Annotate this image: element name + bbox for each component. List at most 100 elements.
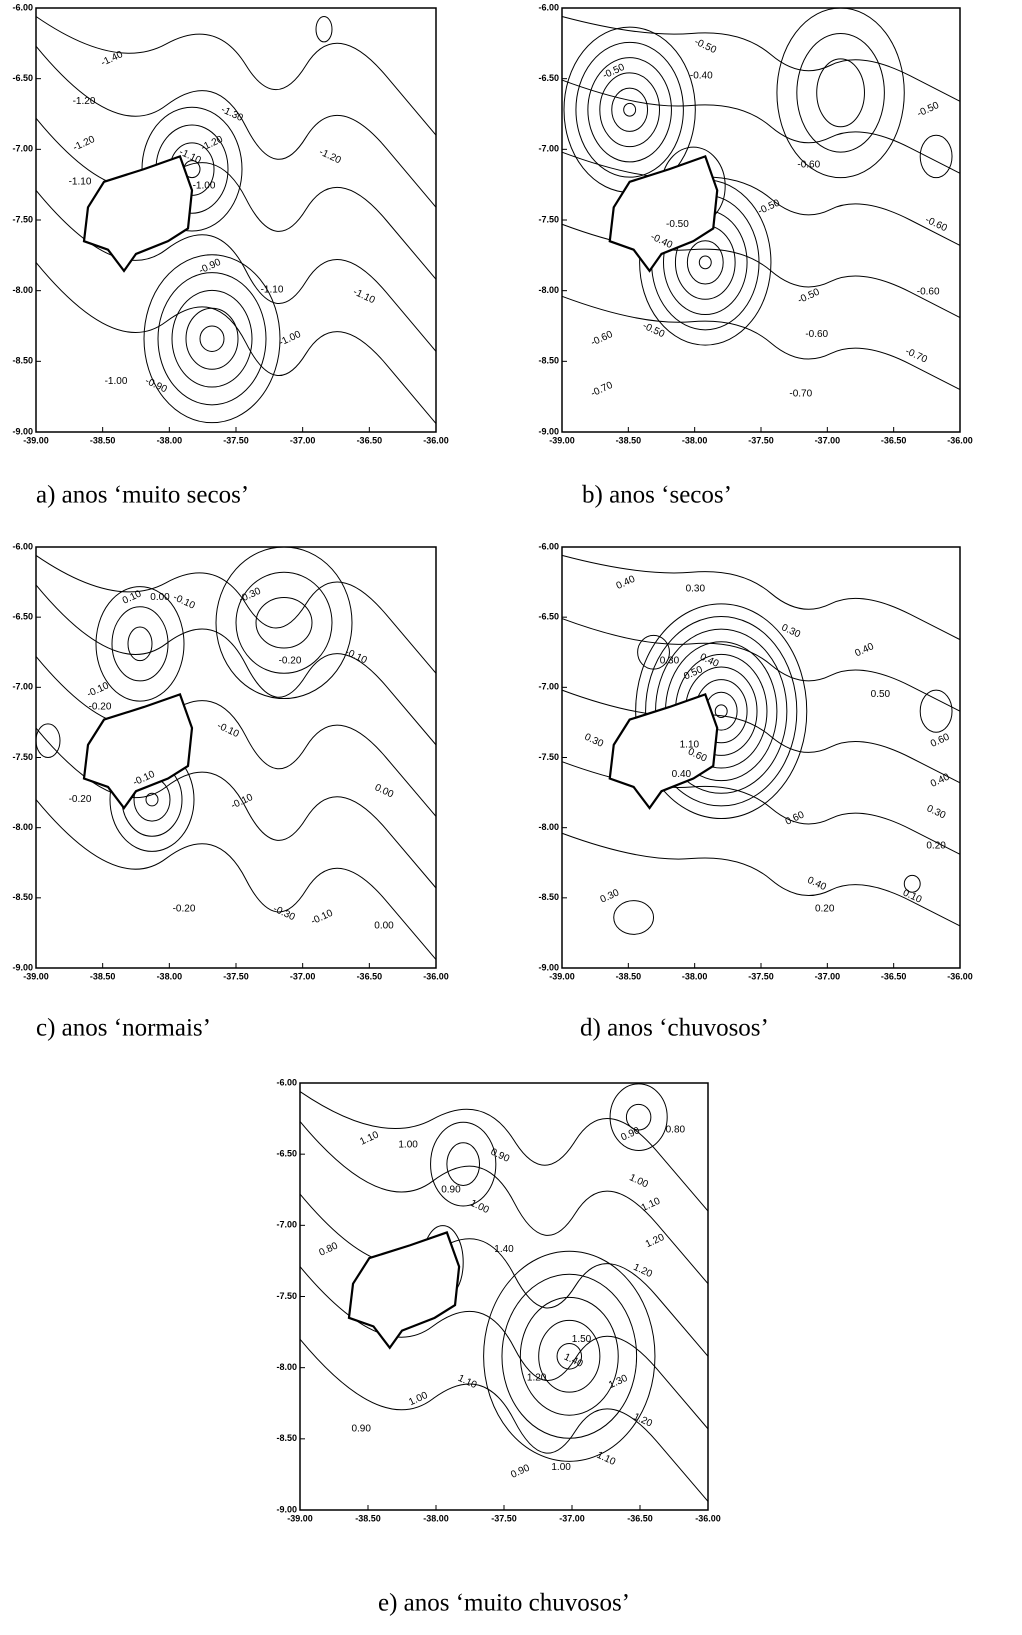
contour-line <box>35 584 437 746</box>
contour-label: -1.40 <box>99 49 125 69</box>
contour-label: -0.50 <box>641 321 667 341</box>
contour-line <box>35 45 437 208</box>
x-tick-label: -36.50 <box>881 435 907 445</box>
contour-label: 1.10 <box>680 740 700 751</box>
y-tick-label: -7.00 <box>538 682 559 692</box>
contour-label: 0.40 <box>672 769 692 780</box>
contour-label: 1.30 <box>607 1373 630 1391</box>
contour-label: -0.50 <box>796 286 822 306</box>
contour-line <box>538 1319 601 1393</box>
contour-line <box>235 571 333 674</box>
contour-line <box>35 16 437 136</box>
contour-line <box>185 307 239 370</box>
contour-label: 1.00 <box>398 1140 418 1151</box>
x-tick-label: -38.00 <box>157 435 183 445</box>
y-tick-label: -9.00 <box>538 426 559 436</box>
contour-line <box>561 832 961 927</box>
contour-label: 0.90 <box>441 1184 461 1195</box>
y-tick-label: -6.00 <box>12 541 33 551</box>
caption: e) anos ‘muito chuvosos’ <box>378 1590 630 1617</box>
contour-label: -1.10 <box>261 285 284 296</box>
region-outline <box>82 154 194 273</box>
contour-label: 0.30 <box>780 622 803 640</box>
x-tick-label: -37.50 <box>223 435 249 445</box>
contour-line <box>776 7 905 179</box>
contour-line <box>613 900 655 935</box>
contour-line <box>556 1342 583 1370</box>
y-tick-label: -8.50 <box>12 892 33 902</box>
contour-label: 0.30 <box>660 655 680 666</box>
contour-label: -0.70 <box>789 388 812 399</box>
contour-label: 1.50 <box>572 1334 592 1345</box>
y-tick-label: -9.00 <box>12 426 33 436</box>
contour-label: 0.20 <box>815 904 835 915</box>
x-tick-label: -39.00 <box>23 971 49 981</box>
x-tick-label: -37.00 <box>815 971 841 981</box>
contour-label: 0.40 <box>929 772 952 790</box>
contour-line <box>561 15 961 102</box>
contour-line <box>446 1142 481 1186</box>
y-tick-label: -8.50 <box>12 356 33 366</box>
y-tick-label: -7.50 <box>538 752 559 762</box>
contour-line <box>143 254 281 424</box>
contour-label: -0.10 <box>343 647 369 667</box>
caption: d) anos ‘chuvosos’ <box>580 1015 769 1042</box>
y-tick-label: -7.50 <box>538 214 559 224</box>
y-tick-label: -8.00 <box>538 285 559 295</box>
contour-label: 0.90 <box>509 1462 532 1480</box>
x-tick-label: -38.50 <box>355 1513 381 1523</box>
y-tick-label: -7.50 <box>12 214 33 224</box>
y-tick-label: -6.50 <box>538 73 559 83</box>
contour-line <box>698 255 712 270</box>
y-tick-label: -7.00 <box>276 1220 297 1230</box>
y-tick-label: -7.50 <box>276 1291 297 1301</box>
contour-label: 0.50 <box>871 689 891 700</box>
contour-label: 0.90 <box>489 1147 512 1165</box>
contour-label: 1.10 <box>456 1373 479 1391</box>
contour-label: -0.60 <box>917 287 940 298</box>
contour-label: -1.00 <box>193 181 216 192</box>
x-tick-label: -38.00 <box>682 435 708 445</box>
contour-label: -1.00 <box>105 376 128 387</box>
contour-line <box>625 1103 652 1131</box>
contour-label: 1.10 <box>358 1129 381 1147</box>
contour-label: -1.00 <box>277 329 303 349</box>
x-tick-label: -36.50 <box>357 971 383 981</box>
contour-label: 1.20 <box>632 1262 655 1280</box>
contour-line <box>255 597 313 649</box>
y-tick-label: -8.50 <box>538 356 559 366</box>
contour-label: 0.90 <box>351 1424 371 1435</box>
contour-line <box>816 58 865 128</box>
x-tick-label: -38.50 <box>616 435 642 445</box>
contour-label: -0.20 <box>173 904 196 915</box>
contour-label: -0.60 <box>923 215 949 235</box>
contour-line <box>561 295 961 391</box>
x-tick-label: -36.00 <box>947 435 973 445</box>
contour-label: 0.80 <box>666 1125 686 1136</box>
contour-line <box>315 15 333 43</box>
contour-line <box>299 1121 709 1285</box>
contour-label: -1.20 <box>73 96 96 107</box>
x-tick-label: -36.00 <box>423 971 449 981</box>
contour-label: -0.60 <box>805 329 828 340</box>
contour-line <box>35 723 61 758</box>
x-tick-label: -38.00 <box>682 971 708 981</box>
y-tick-label: -8.00 <box>12 285 33 295</box>
y-tick-label: -6.50 <box>12 73 33 83</box>
contour-line <box>561 79 961 174</box>
contour-line <box>95 586 185 702</box>
x-tick-label: -36.50 <box>627 1513 653 1523</box>
contour-label: -0.40 <box>690 70 713 81</box>
y-tick-label: -9.00 <box>276 1504 297 1514</box>
contour-label: 1.40 <box>494 1244 514 1255</box>
contour-line <box>157 272 267 406</box>
contour-label: -0.20 <box>279 655 302 666</box>
contour-label: -0.30 <box>237 586 263 606</box>
caption: c) anos ‘normais’ <box>36 1015 211 1042</box>
contour-label: -0.60 <box>589 329 615 349</box>
contour-label: 0.40 <box>615 574 638 592</box>
y-tick-label: -6.00 <box>538 541 559 551</box>
contour-label: -1.20 <box>317 147 343 167</box>
x-tick-label: -37.00 <box>290 971 316 981</box>
x-tick-label: -37.50 <box>748 435 774 445</box>
